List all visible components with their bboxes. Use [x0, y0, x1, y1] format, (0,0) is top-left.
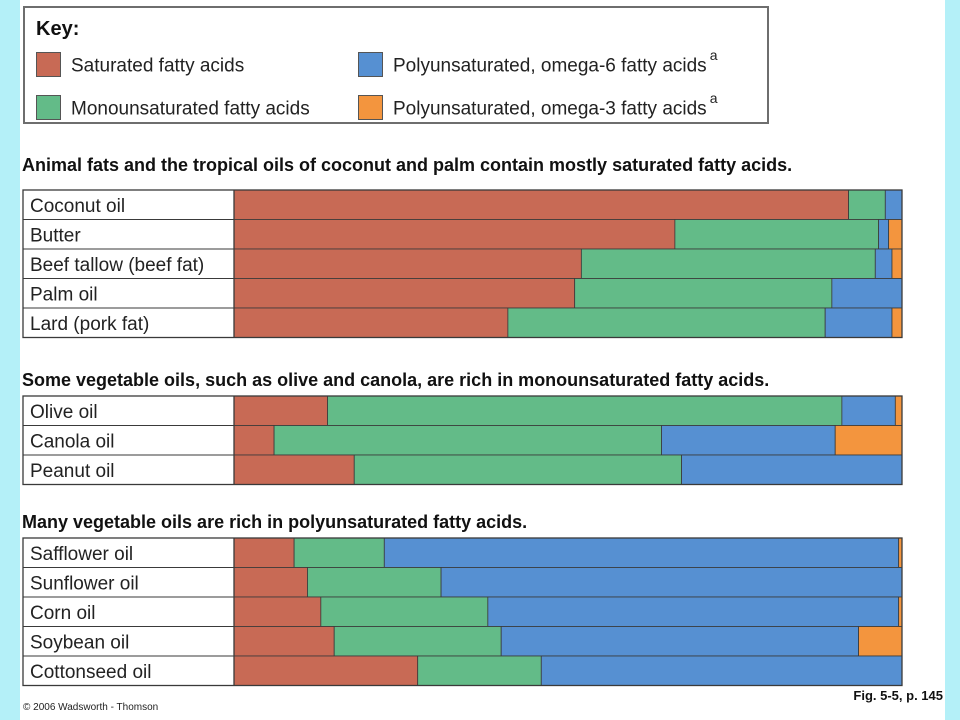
figure-reference: Fig. 5-5, p. 145	[853, 688, 943, 703]
bar-segment	[841, 395, 896, 426]
bar-segment	[233, 655, 419, 686]
figure-panel: Key: Saturated fatty acids Polyunsaturat…	[20, 0, 945, 720]
group-frame	[22, 395, 903, 486]
bar-segment	[233, 567, 308, 598]
bar-segment	[661, 425, 836, 456]
bar-segment	[233, 307, 509, 338]
bar-segment	[327, 395, 843, 426]
bar-segment	[307, 567, 442, 598]
bar-segment	[233, 189, 849, 220]
bar-segment	[834, 425, 903, 456]
bar-segment	[891, 248, 903, 279]
bar-segment	[487, 596, 900, 627]
bar-segment	[888, 219, 903, 250]
bar-segment	[831, 278, 903, 309]
legend-swatch	[36, 52, 61, 77]
legend-key: Key: Saturated fatty acids Polyunsaturat…	[23, 6, 769, 124]
category-label: Lard (pork fat)	[30, 314, 149, 335]
bar-segment	[273, 425, 662, 456]
category-label: Peanut oil	[30, 461, 115, 482]
category-label: Coconut oil	[30, 196, 125, 217]
bar-segment	[233, 248, 582, 279]
category-label: Cottonseed oil	[30, 662, 151, 683]
bar-segment	[417, 655, 542, 686]
group-heading-saturated: Animal fats and the tropical oils of coc…	[22, 155, 793, 175]
legend-label: Polyunsaturated, omega-3 fatty acidsa	[393, 90, 718, 120]
bar-segment	[894, 395, 903, 426]
bar-segment	[233, 395, 328, 426]
bar-segment	[884, 189, 903, 220]
bar-segment	[383, 537, 900, 568]
category-label: Canola oil	[30, 431, 115, 452]
category-label: Sunflower oil	[30, 573, 139, 594]
bar-segment	[233, 425, 275, 456]
group-frame	[22, 537, 903, 687]
category-label: Safflower oil	[30, 544, 133, 565]
legend-label: Monounsaturated fatty acids	[71, 98, 310, 120]
bar-segment	[878, 219, 890, 250]
bar-segment	[848, 189, 886, 220]
bar-segment	[353, 454, 682, 485]
bar-segment	[233, 626, 335, 657]
bar-segment	[674, 219, 880, 250]
bar-segment	[500, 626, 859, 657]
category-label: Palm oil	[30, 284, 98, 305]
bar-segment	[233, 278, 576, 309]
legend-swatch	[36, 95, 61, 120]
bar-segment	[574, 278, 833, 309]
copyright-notice: © 2006 Wadsworth - Thomson	[23, 702, 159, 713]
group-heading-monounsaturated: Some vegetable oils, such as olive and c…	[22, 370, 770, 390]
group-frame	[22, 189, 903, 339]
bar-segment	[293, 537, 385, 568]
bar-segment	[580, 248, 876, 279]
bar-segment	[320, 596, 489, 627]
category-label: Olive oil	[30, 402, 98, 423]
bar-segment	[858, 626, 903, 657]
bar-segment	[540, 655, 903, 686]
bar-segment	[681, 454, 903, 485]
category-label: Beef tallow (beef fat)	[30, 255, 204, 276]
bar-segment	[233, 537, 295, 568]
stacked-bar-chart: Coconut oil Butter Beef tallow (beef fat) P…	[22, 189, 903, 687]
bar-segment	[233, 596, 322, 627]
legend-title: Key:	[36, 18, 80, 40]
legend-label: Saturated fatty acids	[71, 55, 245, 77]
category-label: Soybean oil	[30, 632, 129, 653]
bar-segment	[440, 567, 903, 598]
legend-swatch	[358, 95, 383, 120]
bar-segment	[874, 248, 893, 279]
category-label: Corn oil	[30, 603, 95, 624]
bar-segment	[233, 219, 676, 250]
bar-segment	[507, 307, 826, 338]
bar-segment	[891, 307, 903, 338]
bar-segment	[333, 626, 502, 657]
bar-segment	[824, 307, 893, 338]
group-heading-polyunsaturated: Many vegetable oils are rich in polyunsa…	[22, 512, 528, 532]
category-label: Butter	[30, 225, 81, 246]
bar-segment	[233, 454, 355, 485]
legend-label: Polyunsaturated, omega-6 fatty acidsa	[393, 47, 718, 77]
legend-swatch	[358, 52, 383, 77]
